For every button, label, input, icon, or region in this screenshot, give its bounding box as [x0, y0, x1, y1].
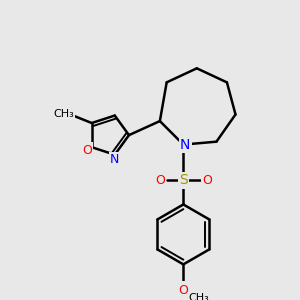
Text: O: O [178, 284, 188, 297]
Text: O: O [155, 174, 165, 187]
Text: O: O [202, 174, 212, 187]
Text: S: S [179, 173, 188, 187]
Text: O: O [82, 143, 92, 157]
Text: CH₃: CH₃ [188, 293, 209, 300]
Text: N: N [110, 153, 119, 166]
Text: N: N [180, 138, 190, 152]
Text: CH₃: CH₃ [53, 109, 74, 119]
